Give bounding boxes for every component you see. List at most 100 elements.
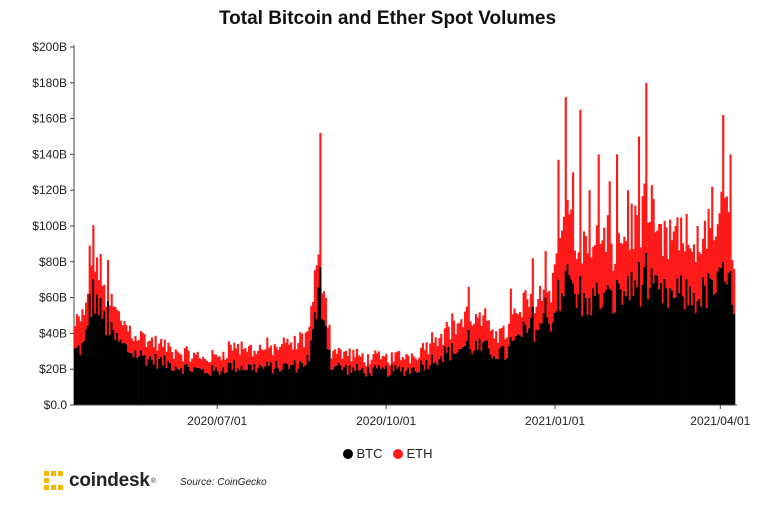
eth-bar: [381, 355, 384, 368]
btc-bar: [540, 323, 544, 405]
btc-bar: [139, 350, 143, 405]
eth-bar: [350, 361, 353, 373]
btc-bar: [711, 279, 714, 405]
legend-label-btc: BTC: [356, 446, 383, 461]
eth-bar: [412, 356, 415, 368]
eth-bar: [158, 343, 161, 359]
btc-bar: [324, 325, 327, 405]
btc-bar: [592, 288, 595, 405]
eth-bar: [537, 299, 540, 330]
btc-bar: [696, 301, 699, 405]
btc-bar: [81, 342, 84, 405]
btc-bar: [99, 297, 102, 405]
eth-bar: [304, 332, 307, 366]
btc-bar: [231, 369, 234, 405]
eth-bar: [176, 351, 179, 369]
btc-bar: [134, 350, 137, 405]
btc-bar: [321, 319, 324, 405]
eth-bar: [453, 320, 456, 354]
btc-bar: [249, 364, 252, 405]
eth-bar: [729, 154, 732, 271]
btc-bar: [659, 282, 663, 405]
btc-bar: [714, 292, 717, 405]
eth-bar: [295, 349, 298, 373]
btc-bar: [482, 342, 485, 405]
eth-bar: [193, 352, 196, 368]
btc-bar: [220, 371, 223, 405]
btc-bar: [550, 331, 553, 405]
eth-bar: [330, 358, 333, 371]
btc-bar: [97, 315, 100, 405]
btc-bar: [332, 369, 335, 405]
eth-bar: [213, 354, 216, 371]
btc-bar: [110, 321, 113, 405]
btc-bar: [361, 367, 364, 405]
btc-bar: [689, 286, 692, 405]
btc-bar: [665, 288, 668, 405]
eth-bar: [658, 224, 661, 290]
btc-bar: [147, 359, 150, 405]
btc-bar: [652, 283, 655, 405]
btc-bar: [454, 354, 457, 405]
eth-bar: [443, 328, 446, 347]
y-tick-label: $0.0: [44, 398, 68, 412]
btc-bar: [702, 277, 705, 405]
eth-bar: [282, 337, 285, 364]
eth-bar: [410, 353, 414, 369]
eth-bar: [156, 350, 159, 369]
eth-bar: [277, 350, 280, 369]
btc-bar: [729, 270, 732, 405]
btc-bar: [95, 294, 99, 405]
eth-bar: [540, 300, 544, 324]
eth-bar: [705, 248, 708, 309]
btc-bar: [207, 374, 210, 405]
eth-bar: [150, 337, 154, 360]
eth-bar: [621, 243, 624, 305]
btc-bar: [339, 365, 342, 405]
eth-bar: [464, 311, 467, 346]
x-tick-label: 2021/01/01: [525, 414, 585, 428]
btc-bar: [542, 313, 545, 405]
btc-bar: [266, 361, 269, 405]
eth-dot-icon: [392, 448, 403, 459]
btc-bar: [491, 358, 494, 405]
btc-bar: [244, 369, 247, 405]
btc-bar: [255, 372, 258, 405]
btc-bar: [398, 366, 401, 405]
eth-bar: [101, 285, 104, 319]
btc-bar: [445, 352, 448, 405]
btc-bar: [136, 358, 139, 405]
btc-bar: [500, 346, 503, 405]
eth-bar: [119, 320, 122, 340]
btc-bar: [92, 279, 95, 405]
y-tick-label: $80B: [39, 255, 67, 269]
btc-bar: [656, 275, 659, 405]
btc-bar: [676, 278, 679, 405]
eth-bar: [720, 191, 723, 268]
btc-bar: [224, 373, 227, 405]
eth-bar: [586, 253, 589, 316]
btc-bar: [617, 283, 620, 405]
btc-bar: [368, 373, 371, 405]
btc-bar: [529, 317, 533, 405]
eth-bar: [273, 344, 276, 369]
btc-bar: [460, 348, 463, 405]
btc-bar: [189, 371, 192, 405]
btc-bar: [94, 313, 97, 405]
eth-bar: [637, 136, 641, 262]
eth-bar: [255, 354, 258, 373]
eth-bar: [421, 343, 425, 365]
eth-bar: [207, 362, 210, 375]
btc-bar: [658, 289, 661, 405]
btc-bar: [559, 311, 562, 405]
btc-bar: [297, 368, 300, 405]
eth-bar: [127, 331, 130, 353]
btc-bar: [645, 252, 648, 405]
btc-bar: [119, 339, 122, 405]
btc-bar: [200, 369, 203, 405]
eth-bar: [81, 309, 84, 343]
eth-bar: [279, 346, 282, 372]
btc-bar: [683, 309, 686, 405]
eth-bar: [312, 301, 315, 329]
btc-bar: [315, 319, 318, 405]
